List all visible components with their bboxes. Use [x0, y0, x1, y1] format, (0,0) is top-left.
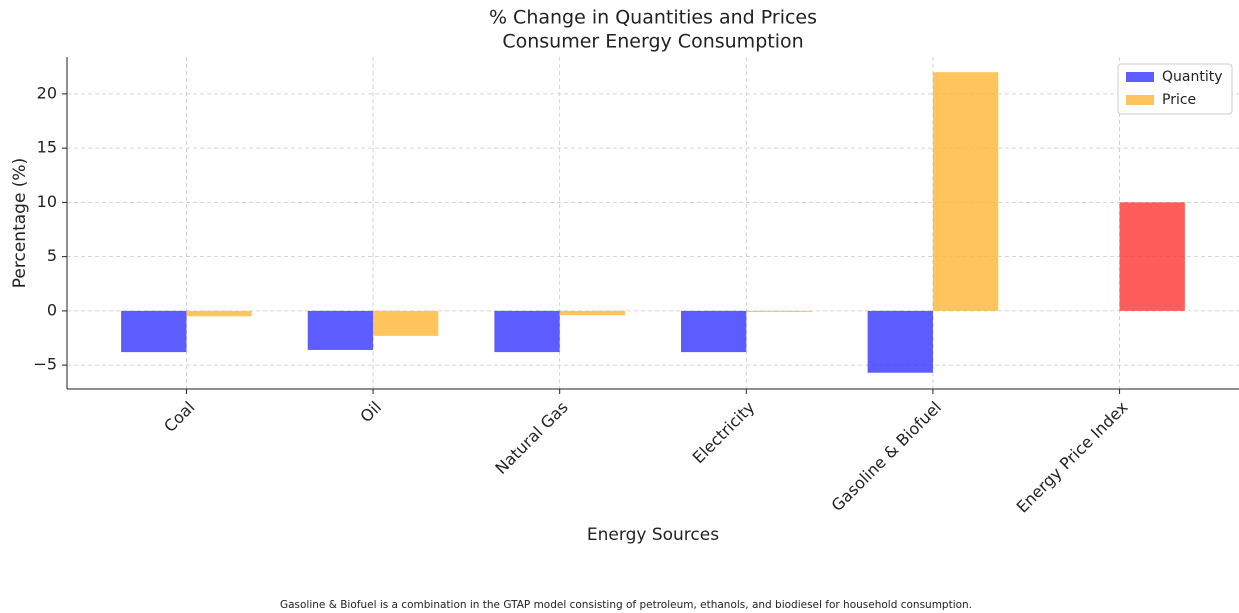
x-tick-label: Oil — [356, 398, 385, 427]
x-tick-label: Energy Price Index — [1013, 398, 1132, 517]
y-tick-label: 0 — [47, 300, 57, 319]
footnote: Gasoline & Biofuel is a combination in t… — [280, 599, 972, 611]
legend-swatch — [1126, 72, 1154, 82]
y-tick-label: 15 — [37, 138, 57, 157]
x-tick-label: Gasoline & Biofuel — [827, 398, 944, 515]
x-tick-label: Electricity — [689, 398, 759, 468]
x-tick-label: Coal — [160, 398, 198, 436]
y-tick-label: −5 — [33, 355, 57, 374]
legend-label: Quantity — [1162, 69, 1223, 85]
bar — [746, 310, 812, 312]
bar — [867, 310, 933, 373]
x-axis-label: Energy Sources — [587, 525, 719, 545]
bar — [1119, 202, 1185, 311]
y-tick-label: 5 — [47, 246, 57, 265]
bar — [680, 310, 747, 353]
legend-label: Price — [1162, 92, 1196, 108]
chart-title: % Change in Quantities and Prices — [489, 7, 817, 29]
legend-swatch — [1126, 95, 1154, 105]
bar — [494, 310, 560, 353]
bar — [121, 310, 187, 353]
bar — [186, 310, 252, 317]
y-tick-label: 10 — [37, 192, 57, 211]
chart-subtitle: Consumer Energy Consumption — [502, 31, 803, 53]
bar — [307, 310, 374, 350]
y-axis-label: Percentage (%) — [10, 158, 30, 288]
bar — [559, 310, 626, 316]
bar — [373, 310, 439, 336]
bar — [932, 72, 999, 311]
x-tick-label: Natural Gas — [491, 398, 571, 478]
y-tick-label: 20 — [37, 83, 57, 102]
